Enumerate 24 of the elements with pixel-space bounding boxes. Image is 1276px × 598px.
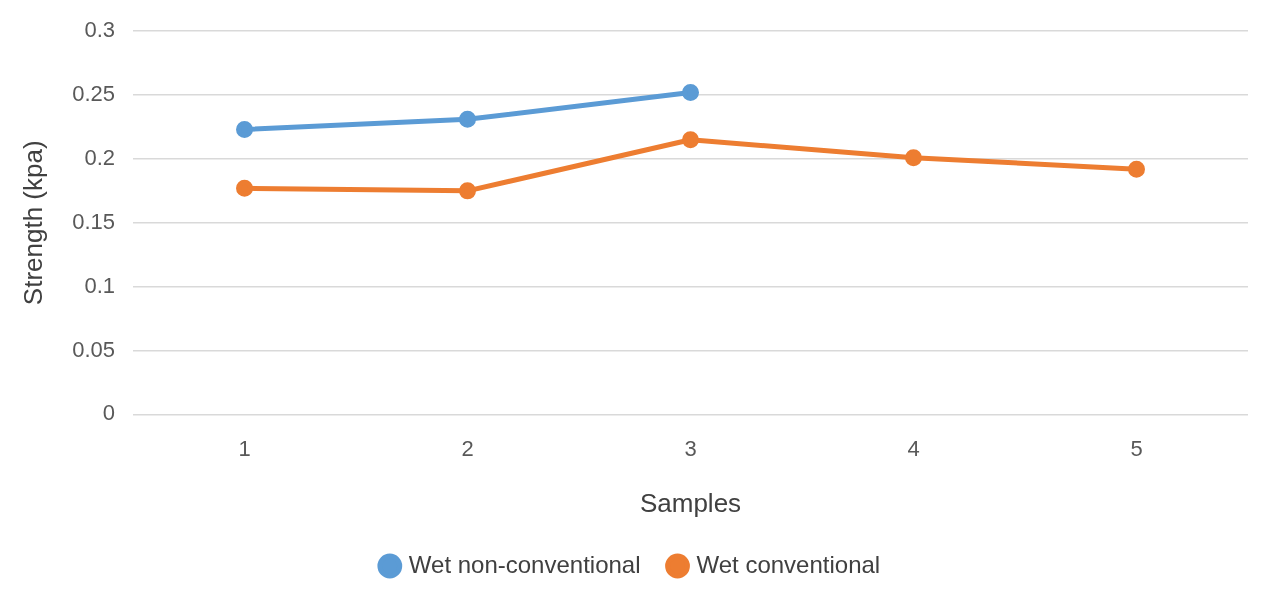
point <box>236 179 254 197</box>
x-axis-title: Samples <box>639 487 742 518</box>
y-tick-label: 0 <box>102 400 116 426</box>
x-tick-label: 5 <box>1130 435 1143 461</box>
legend-label: Wet conventional <box>696 550 881 578</box>
legend-label: Wet non-conventional <box>408 550 641 578</box>
point <box>905 149 923 167</box>
y-tick-label: 0.3 <box>84 17 116 43</box>
x-tick-label: 2 <box>461 435 474 461</box>
y-tick-label: 0.1 <box>84 272 116 298</box>
point <box>459 182 477 200</box>
y-tick-label: 0.15 <box>72 208 116 234</box>
point <box>682 84 700 102</box>
y-tick-label: 0.25 <box>72 81 116 107</box>
point <box>682 131 700 149</box>
y-axis-title: Strength (kpa) <box>17 140 48 306</box>
x-tick-label: 3 <box>684 435 697 461</box>
point <box>459 110 477 128</box>
y-tick-label: 0.05 <box>72 336 116 362</box>
x-tick-label: 1 <box>238 435 251 461</box>
y-tick-label: 0.2 <box>84 145 116 170</box>
x-tick-label: 4 <box>907 435 920 461</box>
point <box>1128 160 1145 178</box>
point <box>236 121 254 139</box>
